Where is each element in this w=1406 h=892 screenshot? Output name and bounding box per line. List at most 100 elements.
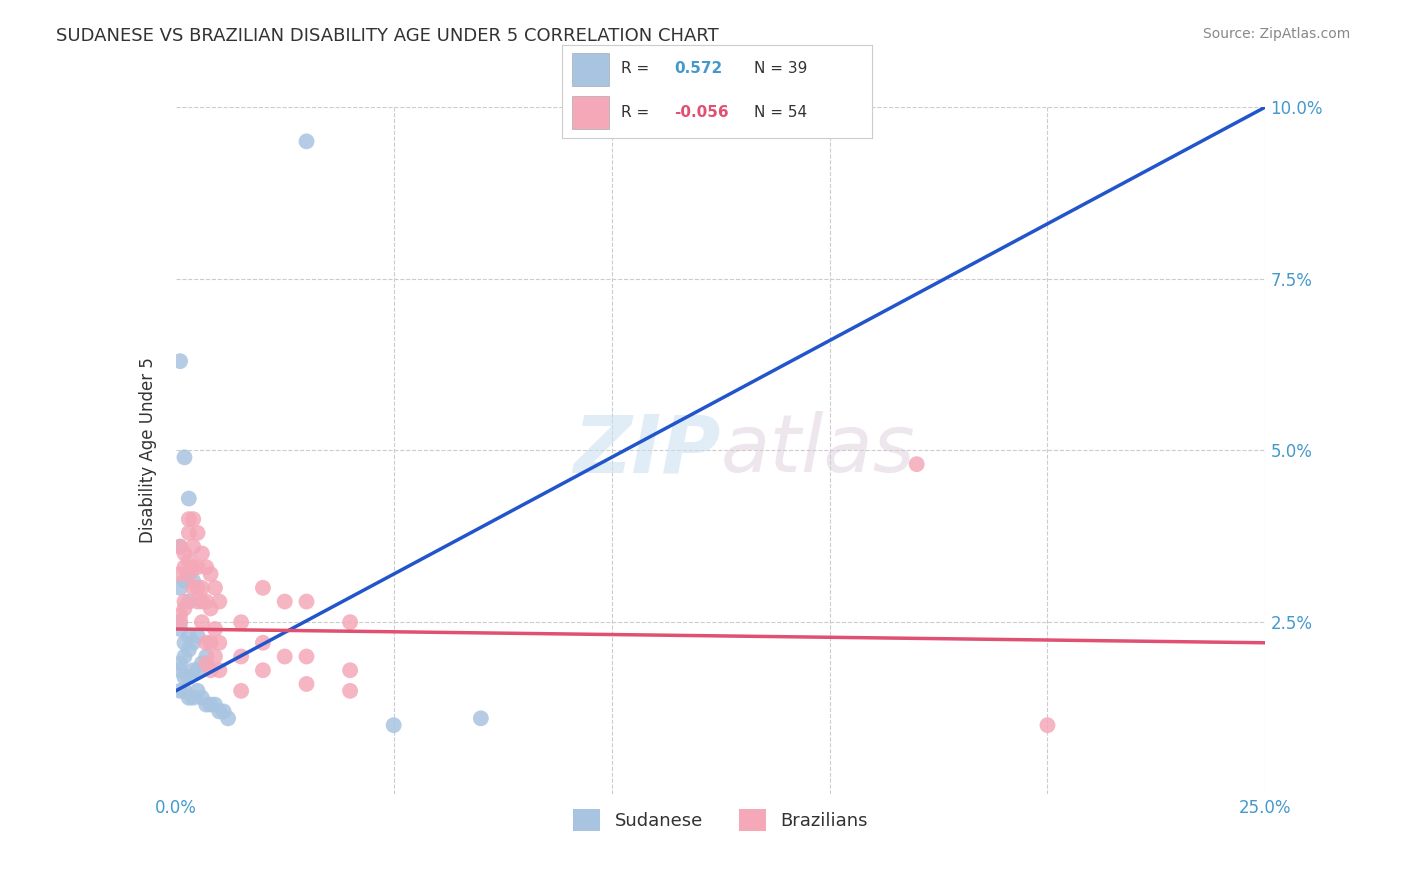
Point [186, 525, 209, 540]
Point [169, 581, 191, 595]
Point [200, 567, 222, 582]
Text: atlas: atlas [721, 411, 915, 490]
Point [1036, 718, 1059, 732]
Text: Source: ZipAtlas.com: Source: ZipAtlas.com [1202, 27, 1350, 41]
Point [208, 636, 231, 650]
Point [252, 636, 274, 650]
Point [181, 690, 204, 705]
Point [181, 560, 204, 574]
Point [208, 705, 231, 719]
Point [217, 711, 239, 725]
Point [177, 553, 200, 567]
Point [173, 560, 195, 574]
Point [195, 636, 218, 650]
Point [339, 663, 361, 677]
Bar [572, 53, 609, 86]
Point [204, 649, 226, 664]
Legend: Sudanese, Brazilians: Sudanese, Brazilians [564, 800, 877, 839]
Point [191, 581, 214, 595]
Point [231, 683, 253, 698]
Point [173, 636, 195, 650]
Point [186, 594, 209, 608]
Point [295, 134, 318, 148]
Text: R =: R = [621, 62, 650, 77]
Point [191, 615, 214, 630]
Point [252, 581, 274, 595]
Point [295, 649, 318, 664]
Point [169, 540, 191, 554]
Point [173, 670, 195, 684]
Point [191, 657, 214, 671]
Point [173, 649, 195, 664]
Text: ZIP: ZIP [574, 411, 721, 490]
Point [177, 642, 200, 657]
Point [169, 608, 191, 623]
Point [212, 705, 235, 719]
Point [191, 546, 214, 561]
Point [195, 698, 218, 712]
Text: SUDANESE VS BRAZILIAN DISABILITY AGE UNDER 5 CORRELATION CHART: SUDANESE VS BRAZILIAN DISABILITY AGE UND… [56, 27, 718, 45]
Point [195, 594, 218, 608]
Point [177, 491, 200, 506]
Point [186, 663, 209, 677]
Text: -0.056: -0.056 [673, 104, 728, 120]
Point [169, 354, 191, 368]
Point [204, 622, 226, 636]
Point [470, 711, 492, 725]
Point [186, 560, 209, 574]
Point [252, 663, 274, 677]
Point [173, 601, 195, 615]
Point [177, 525, 200, 540]
Point [177, 512, 200, 526]
Point [169, 567, 191, 582]
Point [295, 677, 318, 691]
Point [169, 683, 191, 698]
Point [181, 540, 204, 554]
Point [173, 546, 195, 561]
Point [195, 657, 218, 671]
Point [339, 683, 361, 698]
Point [195, 560, 218, 574]
Text: R =: R = [621, 104, 650, 120]
Point [186, 581, 209, 595]
Point [195, 649, 218, 664]
Point [169, 540, 191, 554]
Point [204, 698, 226, 712]
Point [200, 601, 222, 615]
Point [208, 594, 231, 608]
Point [173, 574, 195, 588]
Point [274, 594, 297, 608]
Point [208, 663, 231, 677]
Point [204, 581, 226, 595]
Bar [572, 96, 609, 129]
Point [200, 663, 222, 677]
Point [169, 615, 191, 630]
Point [181, 574, 204, 588]
Point [169, 657, 191, 671]
Point [191, 690, 214, 705]
Point [173, 594, 195, 608]
Point [181, 663, 204, 677]
Point [173, 683, 195, 698]
Point [191, 594, 214, 608]
Y-axis label: Disability Age Under 5: Disability Age Under 5 [139, 358, 157, 543]
Point [169, 663, 191, 677]
Point [177, 670, 200, 684]
Point [186, 683, 209, 698]
Point [231, 649, 253, 664]
Point [274, 649, 297, 664]
Point [382, 718, 405, 732]
Point [177, 594, 200, 608]
Point [200, 636, 222, 650]
Point [186, 629, 209, 643]
Point [169, 615, 191, 630]
Point [177, 690, 200, 705]
Point [231, 615, 253, 630]
Text: 0.572: 0.572 [673, 62, 723, 77]
Point [200, 698, 222, 712]
Point [181, 512, 204, 526]
Point [177, 629, 200, 643]
Point [181, 581, 204, 595]
Point [181, 636, 204, 650]
Point [177, 567, 200, 582]
